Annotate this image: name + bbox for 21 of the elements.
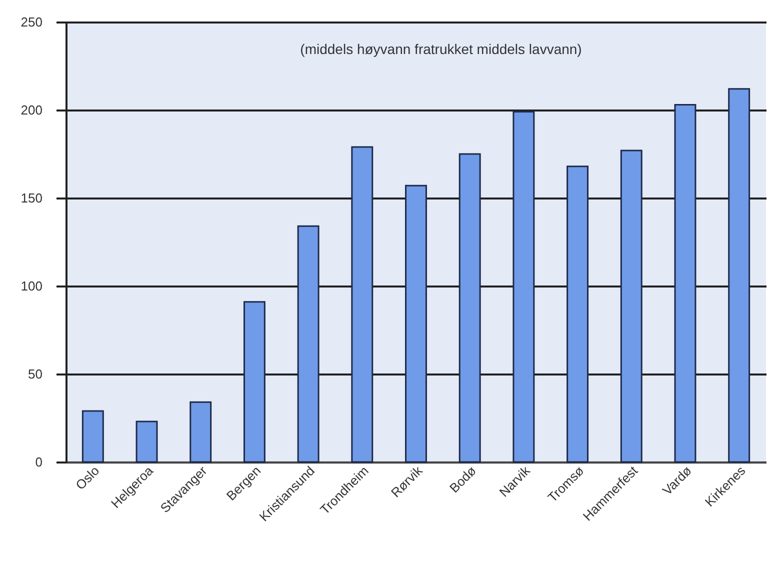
y-tick-label: 200 <box>20 102 42 118</box>
y-tick-label: 100 <box>20 278 42 294</box>
bar <box>512 111 535 463</box>
bar <box>297 225 320 463</box>
y-tick-label: 150 <box>20 190 42 206</box>
bar <box>458 153 481 463</box>
y-tick-label: 0 <box>35 454 42 470</box>
bar <box>674 104 696 463</box>
bar <box>190 401 212 463</box>
bar <box>405 184 427 463</box>
bar <box>351 146 374 463</box>
bar <box>620 150 642 463</box>
bar <box>566 166 589 463</box>
x-tick-label: Oslo <box>72 463 102 493</box>
y-tick-label: 250 <box>20 14 42 30</box>
bar <box>82 410 104 463</box>
bar <box>728 88 750 463</box>
bar <box>136 420 158 463</box>
bar <box>243 301 266 463</box>
annotation: (middels høyvann fratrukket middels lavvann) <box>300 41 582 57</box>
y-tick-label: 50 <box>28 366 42 382</box>
